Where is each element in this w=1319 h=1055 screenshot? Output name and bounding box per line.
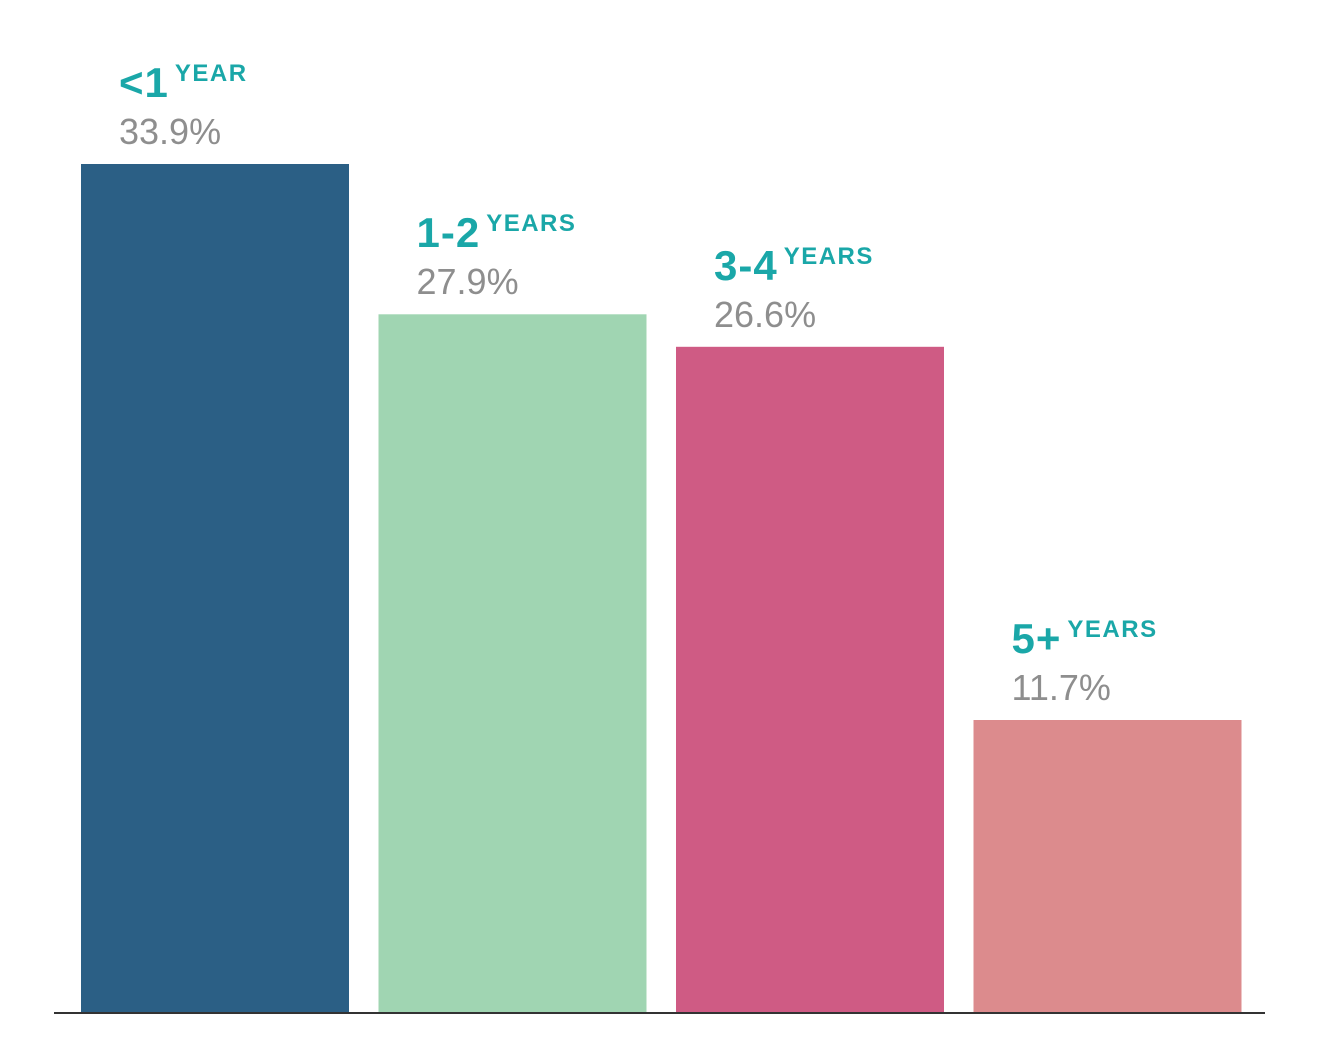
category-number: 5+ xyxy=(1011,614,1062,662)
bar-2 xyxy=(378,314,647,1013)
category-number: <1 xyxy=(119,59,169,106)
bar-label-4: 5+ YEARS 11.7% xyxy=(1011,614,1158,708)
value-label: 11.7% xyxy=(1011,666,1111,708)
category-number: 3-4 xyxy=(714,241,778,289)
bars-group xyxy=(81,164,1242,1013)
category-unit: YEARS xyxy=(783,242,874,270)
bar-label-1: <1 YEAR 33.9% xyxy=(119,59,248,152)
bar-label-2: 1-2 YEARS 27.9% xyxy=(416,209,577,303)
bar-4 xyxy=(973,720,1242,1013)
category-unit: YEAR xyxy=(174,60,248,87)
value-label: 33.9% xyxy=(119,111,222,152)
bar-label-3: 3-4 YEARS 26.6% xyxy=(714,241,874,335)
category-unit: YEARS xyxy=(1067,615,1158,643)
bar-1 xyxy=(81,164,349,1013)
category-unit: YEARS xyxy=(486,210,577,238)
category-number: 1-2 xyxy=(416,209,481,257)
bar-3 xyxy=(676,346,944,1013)
value-label: 27.9% xyxy=(416,261,519,303)
value-label: 26.6% xyxy=(714,293,817,335)
